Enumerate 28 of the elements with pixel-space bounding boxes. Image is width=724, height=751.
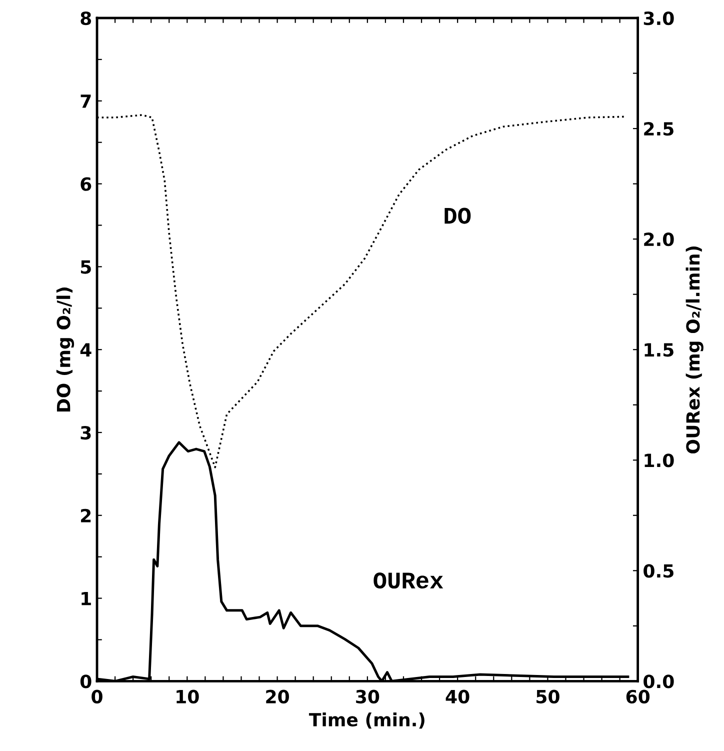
y2-tick-label: 0.5 bbox=[644, 564, 674, 578]
y-tick-label: 6 bbox=[80, 177, 92, 191]
x-tick-label: 30 bbox=[356, 690, 380, 704]
x-tick-label: 60 bbox=[626, 690, 650, 704]
y2-axis-title: OURex (mg O₂/l.min) bbox=[686, 246, 704, 454]
x-tick-label: 0 bbox=[92, 690, 102, 704]
x-tick-label: 10 bbox=[176, 690, 199, 704]
x-tick-label: 40 bbox=[446, 690, 470, 704]
y-tick-label: 5 bbox=[80, 260, 91, 274]
series-label: DO bbox=[444, 208, 471, 224]
y-tick-label: 0 bbox=[80, 674, 92, 688]
y-tick-label: 4 bbox=[80, 343, 92, 356]
x-axis-title: Time (min.) bbox=[308, 712, 424, 729]
y-tick-label: 7 bbox=[80, 94, 91, 108]
y2-tick-label: 3.0 bbox=[644, 11, 674, 26]
y-tick-label: 1 bbox=[82, 592, 91, 606]
y-tick-label: 8 bbox=[80, 11, 92, 26]
y2-tick-label: 1.0 bbox=[644, 454, 674, 468]
y2-tick-label: 2.0 bbox=[644, 232, 674, 246]
y2-tick-label: 1.5 bbox=[644, 343, 674, 357]
text: OURex bbox=[374, 572, 444, 589]
y2-tick-label: 2.5 bbox=[644, 122, 674, 136]
x-tick-label: 50 bbox=[536, 690, 560, 704]
y-tick-label: 3 bbox=[80, 426, 91, 440]
x-tick-label: 20 bbox=[266, 690, 289, 704]
y-tick-label: 2 bbox=[81, 508, 91, 522]
y-axis-title: DO (mg O₂/l) bbox=[56, 288, 74, 412]
y2-tick-label: 0.0 bbox=[644, 674, 674, 688]
